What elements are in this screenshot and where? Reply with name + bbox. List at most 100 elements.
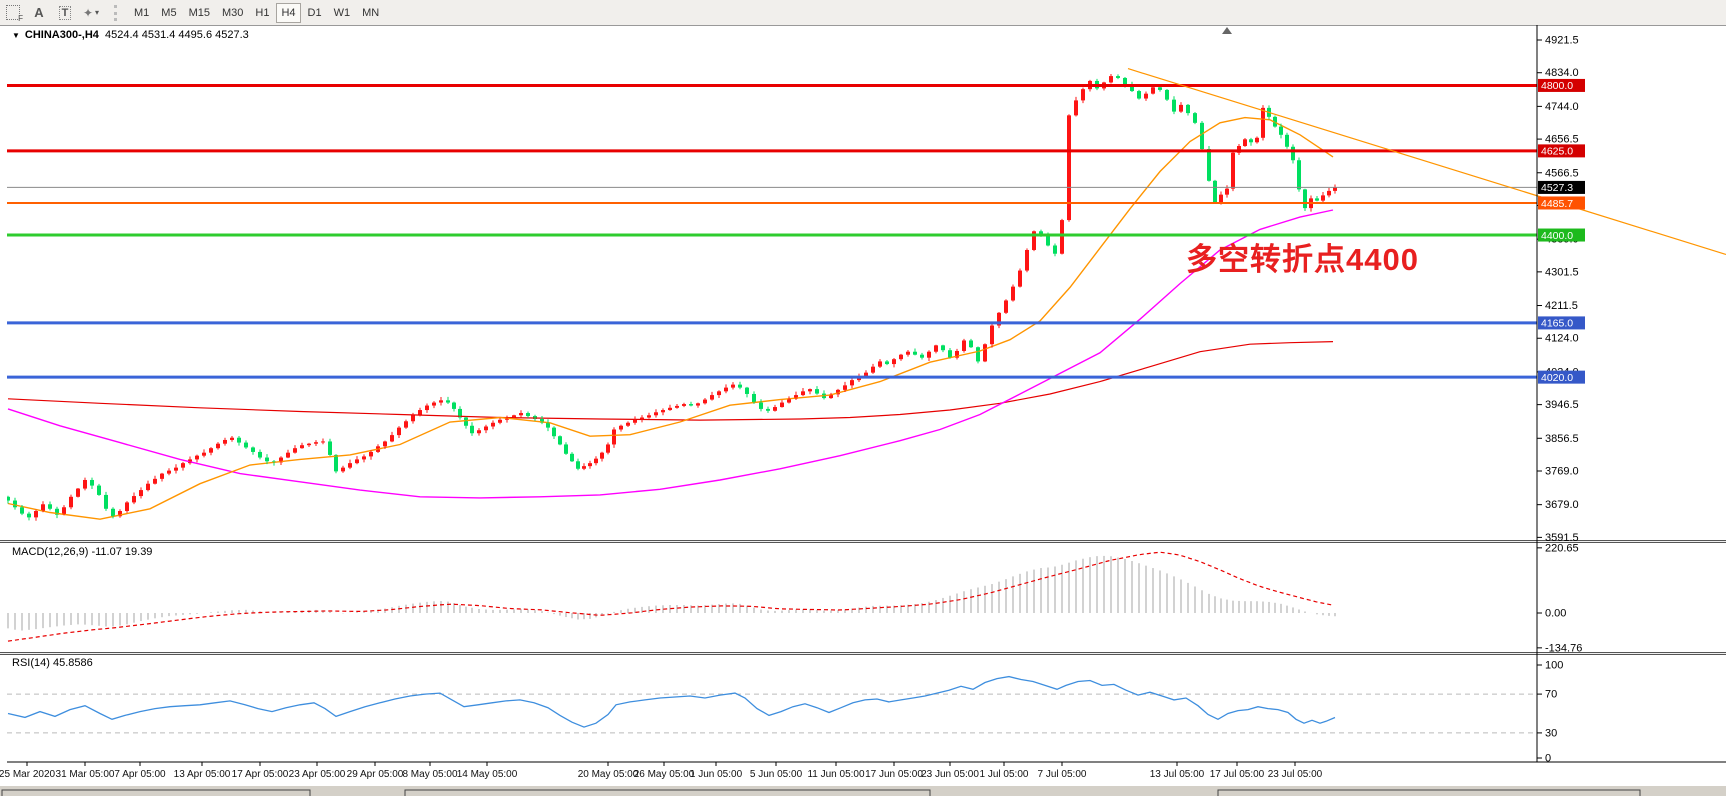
rsi-indicator-label: RSI(14) 45.8586 [12,657,93,669]
time-label: 13 Apr 05:00 [174,769,231,780]
price-tick-4744: 4744.0 [1545,101,1579,113]
level-label-4625.0-text: 4625.0 [1541,146,1573,158]
rsi-tick-100: 100 [1545,660,1563,672]
rsi-tick-30: 30 [1545,727,1557,739]
level-label-4800.0 [1538,78,1585,92]
shapes-tool-icon: ✦ [82,5,94,20]
macd-signal-line [7,551,1335,642]
price-tick-4566.5: 4566.5 [1545,167,1579,179]
time-label: 23 Apr 05:00 [289,769,346,780]
fibo-tool-icon: F [6,5,23,23]
current-price-label [1538,180,1585,194]
symbol-dropdown-icon[interactable]: ▼ [12,31,20,40]
level-label-4020.0 [1538,370,1585,384]
time-label: 25 Mar 2020 [0,769,56,780]
time-label: 29 Apr 05:00 [347,769,404,780]
level-label-4485.7 [1538,196,1585,210]
price-tick-4301.5: 4301.5 [1545,266,1579,278]
chart-shift-marker-icon [1222,27,1232,34]
splitter-macd-rsi [0,652,1726,655]
macd-tick-0.00: 0.00 [1545,608,1566,620]
text-tool-icon: A [34,5,44,20]
macd-indicator-label: MACD(12,26,9) -11.07 19.39 [12,546,153,558]
time-label: 8 May 05:00 [402,769,457,780]
label-tool-button[interactable]: T [53,3,77,23]
time-label: 31 Mar 05:00 [56,769,115,780]
price-tick-3946.5: 3946.5 [1545,399,1579,411]
price-tick-4921.5: 4921.5 [1545,35,1579,47]
bottom-strip [0,786,1726,796]
macd-tick-220.65: 220.65 [1545,542,1579,554]
level-label-4400.0 [1538,228,1585,242]
descending-trendline [1127,68,1726,256]
time-label: 11 Jun 05:00 [807,769,865,780]
bottom-strip-box [1217,789,1641,796]
macd-tick--134.76: -134.76 [1545,642,1582,654]
time-label: 7 Jul 05:00 [1038,769,1087,780]
current-price-label-text: 4527.3 [1541,182,1573,194]
text-tool-button[interactable]: A [27,3,51,23]
symbol-info-line[interactable]: ▼ CHINA300-,H4 4524.4 4531.4 4495.6 4527.… [12,29,249,41]
ma-slow-line [7,341,1334,421]
timeframe-button-mn[interactable]: MN [362,6,380,19]
timeframe-button-m5[interactable]: M5 [161,6,177,19]
price-tick-3679: 3679.0 [1545,499,1579,511]
price-tick-3769: 3769.0 [1545,466,1579,478]
time-label: 17 Apr 05:00 [232,769,289,780]
time-label: 23 Jul 05:00 [1268,769,1323,780]
splitter-macd-rsi [0,654,1726,655]
shapes-tool-button[interactable]: ✦ ▾ [79,3,103,23]
price-tick-3591.5: 3591.5 [1545,532,1579,544]
chevron-down-icon: ▾ [95,8,100,17]
level-label-4400.0-text: 4400.0 [1541,230,1573,242]
macd-panel [7,551,1336,642]
chart-svg[interactable]: 4921.54834.04744.04656.54566.54479.04389… [0,25,1726,796]
toolbar: F A T ✦ ▾ M1 M5 M15 M30 H1 H4 D1 W1 MN [0,0,1726,26]
fibo-tool-button[interactable]: F [1,3,25,23]
level-label-4165.0 [1538,316,1585,330]
timeframe-button-h1[interactable]: H1 [255,6,270,19]
label-tool-icon: T [58,5,72,20]
time-label: 14 May 05:00 [457,769,518,780]
time-label: 23 Jun 05:00 [921,769,979,780]
bottom-strip-box [404,789,931,796]
level-label-4165.0-text: 4165.0 [1541,318,1573,330]
time-label: 5 Jun 05:00 [750,769,803,780]
toolbar-drag-handle[interactable] [114,4,122,21]
ma-mid-line [7,209,1334,499]
rsi-panel [7,675,1537,734]
level-label-4625.0 [1538,144,1585,158]
price-tick-3856.5: 3856.5 [1545,433,1579,445]
timeframe-button-m15[interactable]: M15 [188,6,210,19]
price-tick-4834: 4834.0 [1545,67,1579,79]
rsi-tick-70: 70 [1545,689,1557,701]
splitter-main-macd [0,540,1726,541]
time-label: 20 May 05:00 [578,769,639,780]
time-label: 1 Jun 05:00 [690,769,743,780]
timeframe-button-w1[interactable]: W1 [333,6,351,19]
bottom-strip-box [1,789,311,796]
splitter-main-macd [0,542,1726,543]
price-tick-4124: 4124.0 [1545,333,1579,345]
timeframe-button-m30[interactable]: M30 [221,6,244,19]
splitter-main-macd [0,540,1726,543]
timeframe-button-h4[interactable]: H4 [276,2,301,23]
rsi-tick-0: 0 [1545,753,1551,765]
timeframe-button-m1[interactable]: M1 [134,6,150,19]
time-label: 7 Apr 05:00 [114,769,166,780]
rsi-line [7,675,1336,728]
splitter-macd-rsi [0,652,1726,653]
price-tick-4656.5: 4656.5 [1545,134,1579,146]
level-label-4800.0-text: 4800.0 [1541,80,1573,92]
level-label-4485.7-text: 4485.7 [1541,198,1573,210]
time-label: 17 Jul 05:00 [1210,769,1265,780]
ohlc-values: 4524.4 4531.4 4495.6 4527.3 [105,29,249,41]
time-label: 17 Jun 05:00 [865,769,923,780]
timeframe-toolbar: M1 M5 M15 M30 H1 H4 D1 W1 MN [128,2,385,23]
timeframe-button-d1[interactable]: D1 [307,6,322,19]
time-label: 13 Jul 05:00 [1150,769,1205,780]
symbol-name: CHINA300-,H4 [24,29,99,41]
chart-annotation-text[interactable]: 多空转折点4400 [1186,242,1419,277]
price-tick-4211.5: 4211.5 [1545,300,1578,312]
